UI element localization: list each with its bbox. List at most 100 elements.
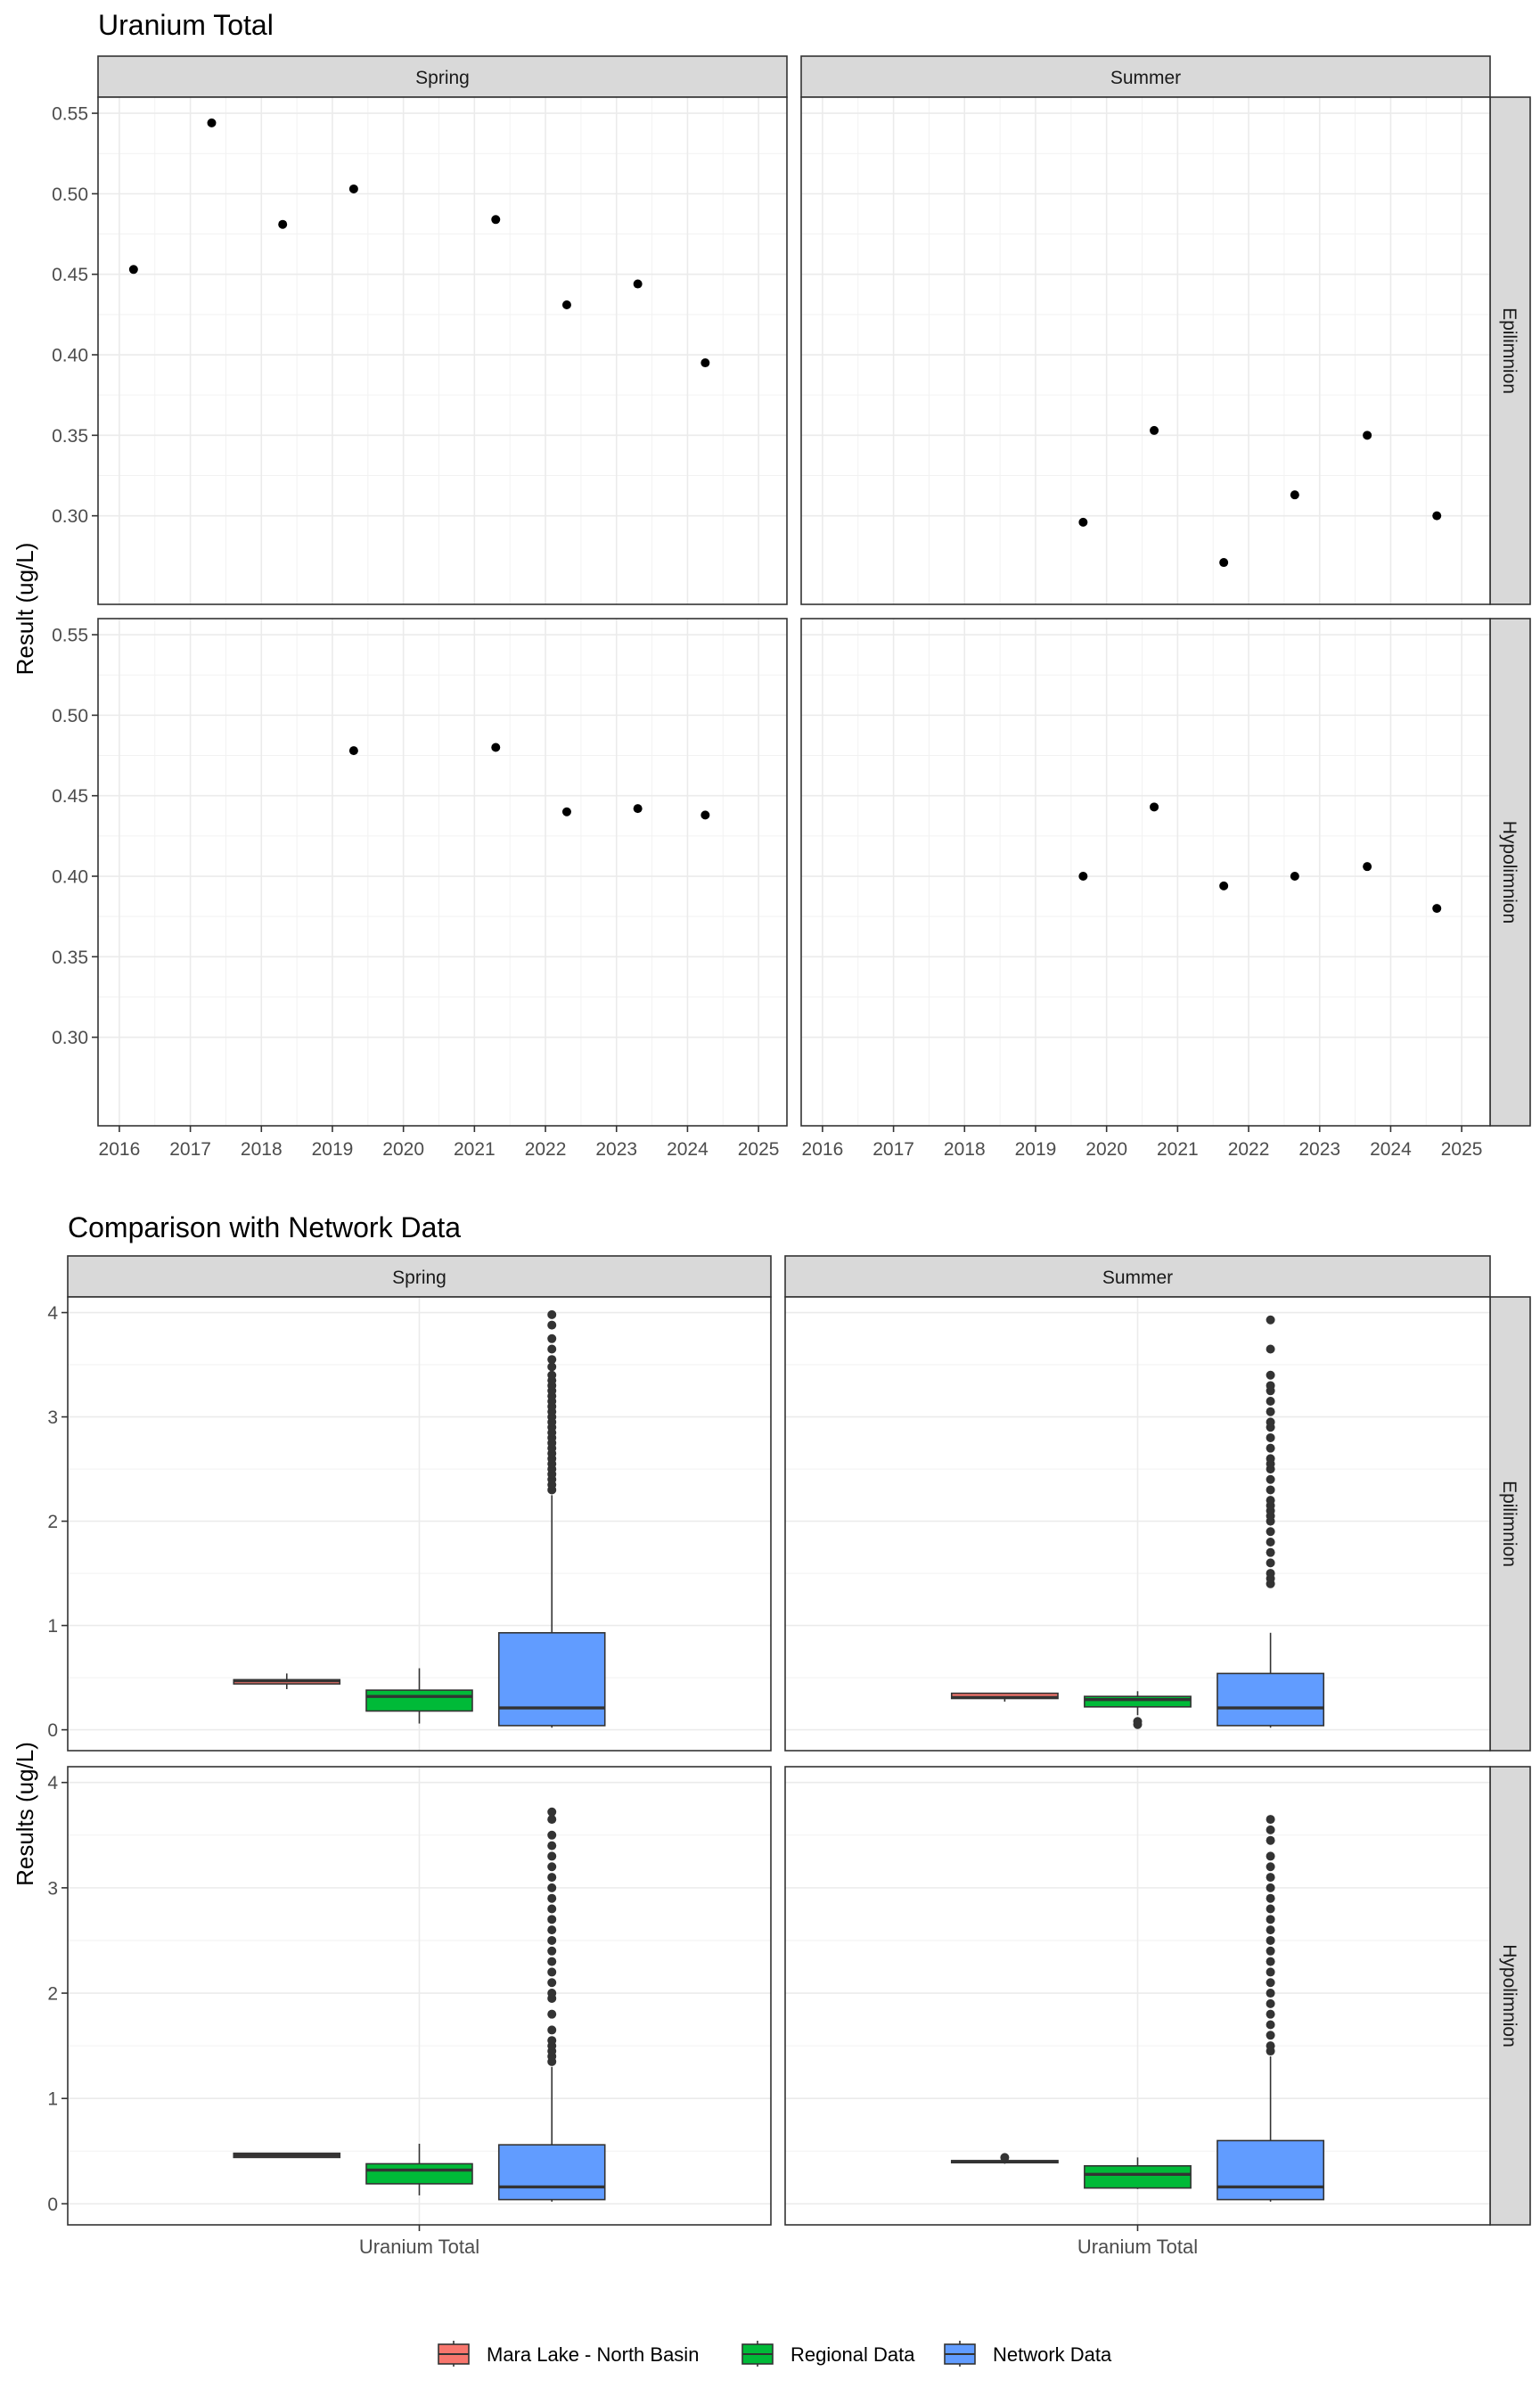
outlier-point <box>547 1978 557 1988</box>
legend-label-mara-lake: Mara Lake - North Basin <box>487 2343 699 2366</box>
outlier-point <box>1266 1397 1275 1407</box>
y-tick-label: 0 <box>47 1720 58 1741</box>
outlier-point <box>1266 1537 1275 1547</box>
y-tick-label: 0.50 <box>52 185 88 205</box>
y-tick-label: 0.35 <box>52 948 88 968</box>
outlier-point <box>1266 1957 1275 1966</box>
outlier-point <box>547 1320 557 1330</box>
outlier-point <box>1266 1989 1275 1998</box>
outlier-point <box>547 1967 557 1977</box>
data-point <box>1432 904 1442 914</box>
chart2-strip-summer-label: Summer <box>1102 1268 1173 1288</box>
outlier-point <box>547 1851 557 1861</box>
y-tick-label: 1 <box>47 2089 58 2110</box>
data-point <box>278 219 288 229</box>
outlier-point <box>1266 1925 1275 1935</box>
chart2-panel-spring-epilimnion <box>67 1296 772 1752</box>
data-point <box>1219 558 1229 568</box>
outlier-point <box>547 2036 557 2046</box>
outlier-point <box>1133 1717 1143 1727</box>
x-tick-label: 2022 <box>1228 1139 1270 1160</box>
outlier-point <box>547 1893 557 1903</box>
data-point <box>1219 881 1229 890</box>
outlier-point <box>1266 2031 1275 2040</box>
x-tick-label: 2018 <box>241 1139 283 1160</box>
outlier-point <box>547 1873 557 1883</box>
outlier-point <box>1000 2153 1010 2162</box>
outlier-point <box>1266 1432 1275 1442</box>
outlier-point <box>1266 1967 1275 1977</box>
outlier-point <box>1266 1527 1275 1537</box>
x-tick-label: 2022 <box>525 1139 567 1160</box>
y-tick-label: 0 <box>47 2195 58 2215</box>
y-tick-label: 0.45 <box>52 265 88 285</box>
outlier-point <box>1266 1558 1275 1568</box>
panel-background <box>98 97 787 604</box>
data-point <box>700 810 710 820</box>
outlier-point <box>1266 1443 1275 1453</box>
y-tick-label: 0.55 <box>52 104 88 125</box>
box-network-data <box>1216 1315 1325 1728</box>
x-tick-label: 2024 <box>667 1139 709 1160</box>
chart2-panels <box>67 1296 1491 2226</box>
outlier-point <box>1266 1381 1275 1391</box>
chart1-panel-summer-hypolimnion <box>800 618 1491 1127</box>
panel-border <box>784 1296 1491 1752</box>
data-point <box>1150 802 1159 812</box>
outlier-point <box>1266 1915 1275 1924</box>
data-point <box>1290 490 1299 500</box>
data-point <box>491 215 501 225</box>
chart2-panel-spring-hypolimnion <box>67 1766 772 2226</box>
outlier-point <box>547 1989 557 1998</box>
box-mara-lake-north-basin <box>950 1692 1059 1703</box>
y-tick-label: 0.35 <box>52 426 88 447</box>
outlier-point <box>547 1915 557 1924</box>
x-tick-label: 2025 <box>1441 1139 1483 1160</box>
box-mara-lake-north-basin <box>233 1673 341 1689</box>
x-tick-label: 2016 <box>802 1139 844 1160</box>
outlier-point <box>1266 1883 1275 1892</box>
chart1-panel-spring-hypolimnion <box>97 618 788 1127</box>
box-iqr <box>365 2162 473 2185</box>
box-regional-data <box>1084 1691 1192 1729</box>
box-mara-lake-north-basin <box>950 2153 1059 2164</box>
data-point <box>348 746 358 756</box>
data-point <box>633 279 643 289</box>
outlier-point <box>1266 2020 1275 2030</box>
box-iqr <box>1084 1695 1192 1708</box>
data-point <box>207 118 217 127</box>
outlier-point <box>547 1883 557 1892</box>
box-iqr <box>497 2144 606 2201</box>
chart1-x-ticks: 2016 2017 2018 2019 2020 2021 2022 2023 2024 2025… <box>99 1126 1483 1160</box>
outlier-point <box>1266 1978 1275 1988</box>
outlier-point <box>547 1925 557 1935</box>
chart1-strip-hypolimnion-label: Hypolimnion <box>1499 821 1520 924</box>
legend-label-network-data: Network Data <box>993 2343 1112 2366</box>
outlier-point <box>1266 1904 1275 1914</box>
outlier-point <box>1266 1496 1275 1506</box>
outlier-point <box>547 1904 557 1914</box>
y-tick-label: 0.40 <box>52 346 88 366</box>
outlier-point <box>1266 1547 1275 1557</box>
outlier-point <box>547 1935 557 1945</box>
data-point <box>1290 872 1299 882</box>
outlier-point <box>1266 1873 1275 1883</box>
chart2-strip-summer: Summer <box>784 1255 1491 1298</box>
x-tick-label: 2018 <box>944 1139 986 1160</box>
panel-background <box>98 619 787 1126</box>
box-regional-data <box>365 1668 473 1724</box>
outlier-point <box>1266 1417 1275 1427</box>
data-point <box>1363 431 1372 440</box>
chart2-strip-hypolimnion-label: Hypolimnion <box>1499 1944 1520 2047</box>
y-tick-label: 0.40 <box>52 867 88 888</box>
y-tick-label: 0.50 <box>52 706 88 726</box>
y-tick-label: 2 <box>47 1984 58 2005</box>
chart1-strip-spring: Spring <box>97 55 788 98</box>
outlier-point <box>547 1862 557 1872</box>
panel-background <box>801 97 1490 604</box>
chart2-strip-spring-label: Spring <box>392 1268 446 1288</box>
chart2-strip-epilimnion-label: Epilimnion <box>1499 1481 1520 1567</box>
outlier-point <box>547 1370 557 1380</box>
y-tick-label: 2 <box>47 1512 58 1532</box>
data-point <box>1078 872 1088 882</box>
